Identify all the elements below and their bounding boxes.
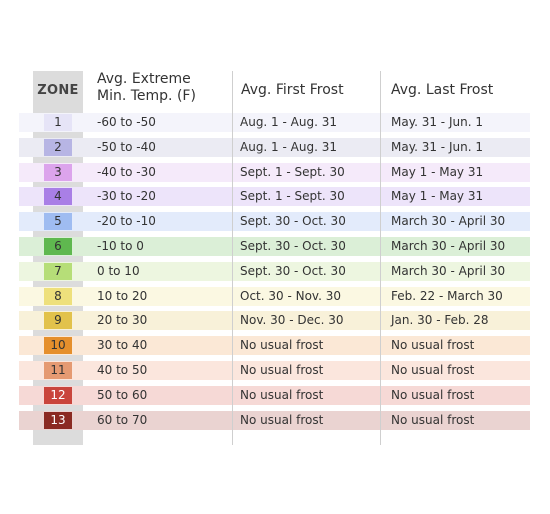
zone-chip: 10 [44, 337, 72, 355]
last-frost-cell: May 1 - May 31 [391, 164, 484, 179]
last-frost-cell: No usual frost [391, 387, 475, 402]
zone-chip: 4 [44, 188, 72, 206]
min-temp-cell: -10 to 0 [97, 239, 144, 253]
table-row: 10 30 to 40 No usual frost No usual frost [19, 336, 530, 356]
min-temp-cell: -50 to -40 [97, 139, 156, 154]
table-row: 3 -40 to -30 Sept. 1 - Sept. 30 May 1 - May… [19, 162, 530, 182]
last-frost-cell: No usual frost [391, 363, 475, 377]
column-divider-first-frost [232, 71, 233, 445]
table-row: 5 -20 to -10 Sept. 30 - Oct. 30 March 30 - … [19, 212, 530, 232]
first-frost-cell: Sept. 1 - Sept. 30 [240, 164, 345, 179]
first-frost-cell: Nov. 30 - Dec. 30 [240, 313, 344, 328]
header-min-temp: Avg. Extreme Min. Temp. (F) [97, 71, 227, 105]
min-temp-cell: 20 to 30 [97, 313, 148, 328]
last-frost-cell: Feb. 22 - March 30 [391, 288, 503, 303]
table-row: 9 20 to 30 Nov. 30 - Dec. 30 Jan. 30 - Feb.… [19, 311, 530, 331]
table-row: 4 -30 to -20 Sept. 1 - Sept. 30 May 1 - May… [19, 187, 530, 207]
first-frost-cell: No usual frost [240, 412, 324, 427]
last-frost-cell: May. 31 - Jun. 1 [391, 139, 483, 154]
min-temp-cell: 0 to 10 [97, 263, 140, 278]
min-temp-cell: 30 to 40 [97, 338, 148, 353]
first-frost-cell: Sept. 30 - Oct. 30 [240, 214, 346, 229]
zone-chip: 6 [44, 238, 72, 255]
zone-chip: 7 [44, 262, 72, 280]
last-frost-cell: March 30 - April 30 [391, 214, 506, 229]
first-frost-cell: No usual frost [240, 387, 324, 402]
min-temp-cell: 10 to 20 [97, 288, 148, 303]
zone-chip: 12 [44, 386, 72, 404]
header-first-frost: Avg. First Frost [241, 82, 344, 98]
min-temp-cell: -40 to -30 [97, 164, 156, 179]
zone-chip: 13 [44, 411, 72, 429]
zone-chip: 5 [44, 213, 72, 231]
first-frost-cell: Aug. 1 - Aug. 31 [240, 139, 337, 154]
first-frost-cell: Sept. 1 - Sept. 30 [240, 189, 345, 204]
header-last-frost: Avg. Last Frost [391, 82, 494, 98]
min-temp-cell: -20 to -10 [97, 214, 156, 229]
header-min-temp-line1: Avg. Extreme [97, 71, 191, 87]
zone-chip: 3 [44, 163, 72, 181]
min-temp-cell: 40 to 50 [97, 363, 148, 377]
first-frost-cell: Sept. 30 - Oct. 30 [240, 239, 346, 253]
zone-chip: 1 [44, 114, 72, 131]
last-frost-cell: No usual frost [391, 412, 475, 427]
last-frost-cell: May. 31 - Jun. 1 [391, 115, 483, 129]
table-row: 1 -60 to -50 Aug. 1 - Aug. 31 May. 31 - Jun… [19, 113, 530, 132]
zone-chip: 9 [44, 312, 72, 330]
last-frost-cell: No usual frost [391, 338, 475, 353]
min-temp-cell: 60 to 70 [97, 412, 148, 427]
first-frost-cell: Aug. 1 - Aug. 31 [240, 115, 337, 129]
zone-chip: 2 [44, 138, 72, 156]
last-frost-cell: March 30 - April 30 [391, 239, 506, 253]
min-temp-cell: -60 to -50 [97, 115, 156, 129]
zone-chip: 8 [44, 287, 72, 305]
first-frost-cell: Oct. 30 - Nov. 30 [240, 288, 341, 303]
last-frost-cell: Jan. 30 - Feb. 28 [391, 313, 489, 328]
table-row: 7 0 to 10 Sept. 30 - Oct. 30 March 30 - Apr… [19, 261, 530, 281]
zone-chip: 11 [44, 362, 72, 379]
first-frost-cell: No usual frost [240, 338, 324, 353]
first-frost-cell: Sept. 30 - Oct. 30 [240, 263, 346, 278]
header-zone: ZONE [37, 83, 79, 98]
table-row: 11 40 to 50 No usual frost No usual frost [19, 361, 530, 380]
table-row: 12 50 to 60 No usual frost No usual frost [19, 385, 530, 405]
last-frost-cell: May 1 - May 31 [391, 189, 484, 204]
min-temp-cell: -30 to -20 [97, 189, 156, 204]
table-row: 6 -10 to 0 Sept. 30 - Oct. 30 March 30 - Ap… [19, 237, 530, 256]
zone-column-background [33, 71, 83, 445]
header-min-temp-line2: Min. Temp. (F) [97, 88, 196, 104]
column-divider-last-frost [380, 71, 381, 445]
table-row: 8 10 to 20 Oct. 30 - Nov. 30 Feb. 22 - Marc… [19, 286, 530, 306]
table-row: 13 60 to 70 No usual frost No usual frost [19, 410, 530, 430]
min-temp-cell: 50 to 60 [97, 387, 148, 402]
first-frost-cell: No usual frost [240, 363, 324, 377]
last-frost-cell: March 30 - April 30 [391, 263, 506, 278]
table-row: 2 -50 to -40 Aug. 1 - Aug. 31 May. 31 - Jun… [19, 137, 530, 157]
